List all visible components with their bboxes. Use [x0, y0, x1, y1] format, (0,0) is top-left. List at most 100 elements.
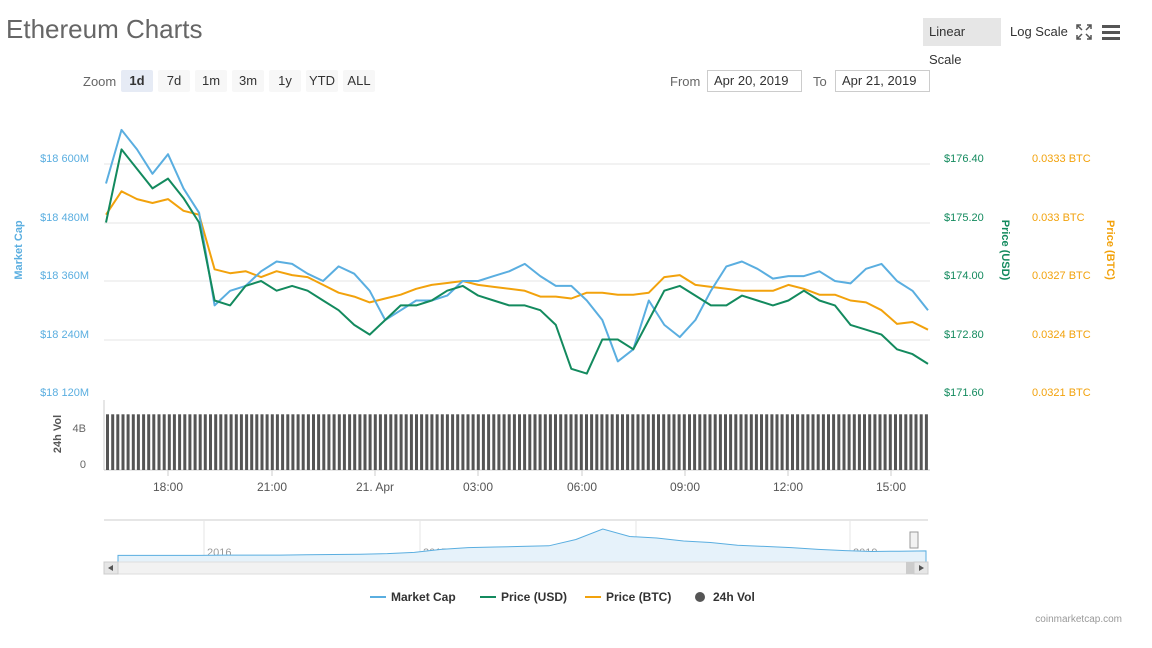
price-btc-line [105, 190, 929, 331]
scrollbar-thumb [906, 562, 914, 574]
zoom-7d-button[interactable]: 7d [158, 70, 190, 92]
volume-bar [332, 414, 336, 470]
volume-bar [528, 414, 532, 470]
volume-bar [188, 414, 192, 470]
volume-bar [646, 414, 650, 470]
volume-bar [718, 414, 722, 470]
zoom-label: Zoom [83, 74, 117, 89]
volume-bar [852, 414, 856, 470]
fullscreen-icon[interactable] [1076, 24, 1092, 45]
price-btc-tick-label: 0.0327 BTC [1032, 270, 1091, 282]
volume-bar [780, 414, 784, 470]
volume-bar [348, 414, 352, 470]
volume-bar [724, 414, 727, 470]
linear-scale-button[interactable]: Linear Scale [923, 18, 1001, 67]
volume-bar [857, 414, 861, 470]
volume-bar [440, 414, 444, 470]
volume-bar [178, 414, 182, 470]
price-usd-tick-label: $176.40 [944, 153, 984, 165]
volume-bar [430, 414, 434, 470]
x-tick-label: 03:00 [463, 480, 493, 494]
volume-bar [863, 414, 866, 470]
volume-bar [868, 414, 872, 470]
volume-bar [368, 414, 372, 470]
volume-bar [636, 414, 640, 470]
volume-bar [832, 414, 836, 470]
volume-tick-label: 4B [73, 423, 86, 435]
volume-bar [662, 414, 666, 470]
volume-bar [641, 414, 645, 470]
volume-bar [296, 414, 300, 470]
legend-swatch [695, 592, 705, 602]
legend-item: Price (BTC) [606, 590, 671, 604]
volume-bar [106, 414, 109, 470]
volume-bar [770, 414, 774, 470]
volume-bar [909, 414, 913, 470]
volume-bar [111, 414, 115, 470]
volume-bar [255, 414, 259, 470]
market-cap-tick-label: $18 360M [40, 270, 89, 282]
x-tick-label: 12:00 [773, 480, 803, 494]
volume-bar [816, 414, 820, 470]
volume-bar [765, 414, 769, 470]
volume-bar [136, 414, 140, 470]
volume-bar [250, 414, 254, 470]
volume-bar [600, 414, 604, 470]
volume-bar [142, 414, 146, 470]
volume-bar [281, 414, 285, 470]
volume-bar [708, 414, 712, 470]
volume-bar [672, 414, 676, 470]
scroll-right-arrow-icon [919, 565, 924, 571]
navigator-year-label: 2016 [207, 547, 231, 559]
volume-bar [801, 414, 805, 470]
volume-bar [172, 414, 176, 470]
volume-bar [445, 414, 449, 470]
volume-bar [219, 414, 223, 470]
menu-icon[interactable] [1101, 23, 1121, 46]
volume-bar [497, 414, 501, 470]
volume-bar [471, 414, 475, 470]
volume-bar [275, 414, 279, 470]
zoom-1y-button[interactable]: 1y [269, 70, 301, 92]
volume-bar [481, 414, 485, 470]
volume-bar [265, 414, 269, 470]
from-date-input[interactable]: Apr 20, 2019 [707, 70, 802, 92]
volume-bar [785, 414, 789, 470]
volume-bar [899, 414, 903, 470]
market-cap-tick-label: $18 600M [40, 153, 89, 165]
page-title: Ethereum Charts [6, 14, 203, 44]
to-date-input[interactable]: Apr 21, 2019 [835, 70, 930, 92]
volume-bar [883, 414, 887, 470]
navigator-handle [909, 531, 919, 549]
zoom-all-button[interactable]: ALL [343, 70, 375, 92]
volume-bar [548, 414, 552, 470]
volume-bar [492, 414, 496, 470]
volume-bar [409, 414, 413, 470]
volume-bar [147, 414, 151, 470]
volume-bar [507, 414, 511, 470]
zoom-1d-button[interactable]: 1d [121, 70, 153, 92]
log-scale-button[interactable]: Log Scale [1010, 24, 1068, 39]
volume-bar [615, 414, 619, 470]
volume-bar [590, 414, 594, 470]
x-tick-label: 06:00 [567, 480, 597, 494]
zoom-1m-button[interactable]: 1m [195, 70, 227, 92]
volume-bar [131, 414, 135, 470]
legend-item: Market Cap [391, 590, 456, 604]
volume-bar [811, 414, 815, 470]
zoom-ytd-button[interactable]: YTD [306, 70, 338, 92]
volume-bar [317, 414, 321, 470]
volume-bar [821, 414, 825, 470]
volume-bar [476, 414, 480, 470]
volume-bar [260, 414, 264, 470]
from-label: From [670, 74, 701, 89]
x-tick-label: 18:00 [153, 480, 183, 494]
zoom-3m-button[interactable]: 3m [232, 70, 264, 92]
volume-bar [126, 414, 130, 470]
volume-bar [533, 414, 537, 470]
volume-bar [919, 414, 923, 470]
volume-bar [198, 414, 202, 470]
volume-bar [306, 414, 310, 470]
price-usd-tick-label: $175.20 [944, 212, 984, 224]
